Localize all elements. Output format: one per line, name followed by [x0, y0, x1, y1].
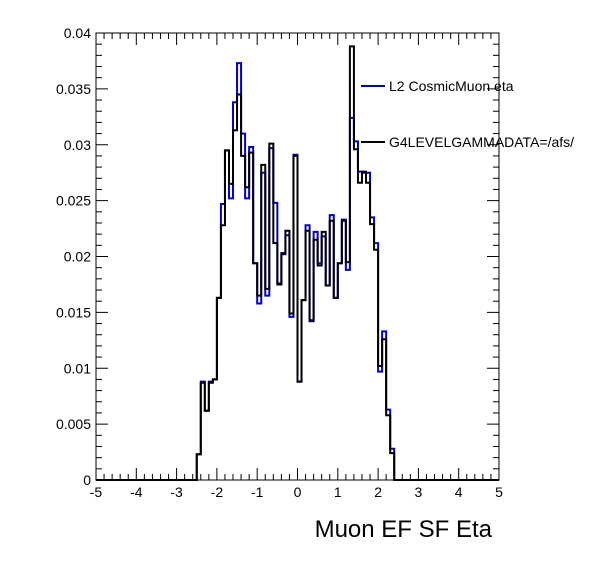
x-tick-label: -2: [211, 484, 224, 500]
x-tick-label: 2: [374, 484, 382, 500]
x-tick-label: -1: [251, 484, 264, 500]
y-tick-label: 0.01: [64, 360, 91, 376]
y-tick-label: 0.03: [64, 137, 91, 153]
legend: L2 CosmicMuon eta G4LEVELGAMMADATA=/afs/: [361, 78, 574, 150]
series-layer: [96, 45, 499, 481]
x-tick-label: 1: [334, 484, 342, 500]
x-tick-label: -5: [90, 484, 103, 500]
y-tick-label: 0.02: [64, 249, 91, 265]
x-tick-label: 4: [455, 484, 463, 500]
y-tick-label: 0.025: [56, 193, 91, 209]
series-line-2: [96, 45, 499, 481]
plot-frame: [95, 32, 500, 481]
x-axis-ticks: -5 -4 -3 -2 -1 0 1 2 3 4 5: [90, 33, 503, 500]
legend-label-series-1: L2 CosmicMuon eta: [389, 78, 514, 94]
x-tick-label: -4: [130, 484, 143, 500]
y-tick-label: 0.005: [56, 416, 91, 432]
x-tick-label: 3: [415, 484, 423, 500]
x-tick-label: -3: [170, 484, 183, 500]
legend-label-series-2: G4LEVELGAMMADATA=/afs/: [389, 134, 574, 150]
x-tick-label: 5: [495, 484, 503, 500]
y-tick-label: 0.035: [56, 81, 91, 97]
x-tick-label: 0: [294, 484, 302, 500]
y-tick-label: 0: [83, 472, 91, 488]
y-tick-label: 0.015: [56, 304, 91, 320]
y-tick-label: 0.04: [64, 25, 91, 41]
x-axis-title: Muon EF SF Eta: [315, 516, 493, 543]
y-axis-ticks: 0 0.005 0.01 0.015 0.02 0.025 0.03 0.035 0.04: [56, 25, 499, 488]
